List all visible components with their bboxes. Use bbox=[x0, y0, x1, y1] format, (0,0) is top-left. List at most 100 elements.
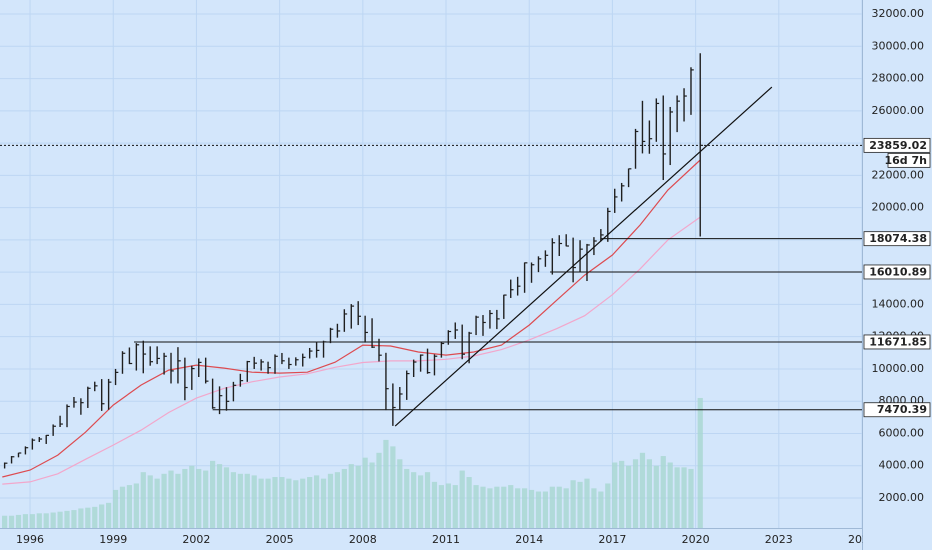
y-tick-label: 22000.00 bbox=[872, 168, 925, 181]
volume-bar bbox=[697, 397, 703, 528]
level-label-box bbox=[863, 137, 931, 153]
volume-bar bbox=[452, 485, 458, 528]
volume-bar bbox=[563, 488, 569, 528]
volume-bar bbox=[64, 510, 70, 528]
volume-bar bbox=[258, 478, 264, 528]
y-tick-label: 20000.00 bbox=[872, 201, 925, 214]
volume-bar bbox=[355, 465, 361, 528]
volume-bar bbox=[133, 483, 139, 528]
volume-bar bbox=[369, 462, 375, 528]
volume-bar bbox=[244, 473, 250, 528]
level-label: 7470.39 bbox=[877, 403, 927, 416]
volume-bar bbox=[639, 452, 646, 528]
volume-bar bbox=[646, 459, 652, 528]
volume-bar bbox=[327, 473, 334, 528]
volume-bar bbox=[625, 465, 632, 528]
volume-bar bbox=[674, 467, 680, 528]
volume-bar bbox=[196, 468, 202, 528]
volume-bar bbox=[286, 478, 292, 528]
volume-bar bbox=[605, 483, 611, 528]
volume-bar bbox=[515, 488, 521, 528]
volume-bar bbox=[168, 470, 174, 528]
volume-bar bbox=[189, 465, 195, 528]
volume-bar bbox=[203, 470, 209, 528]
volume-bar bbox=[22, 514, 29, 528]
time-axis bbox=[0, 528, 862, 550]
volume-bar bbox=[501, 486, 507, 528]
volume-bar bbox=[251, 475, 257, 528]
volume-bar bbox=[459, 470, 465, 528]
volume-bar bbox=[480, 486, 486, 528]
volume-bar bbox=[237, 473, 243, 528]
x-tick-label: 2005 bbox=[266, 533, 294, 546]
y-tick-label: 2000.00 bbox=[879, 491, 925, 504]
volume-bar bbox=[314, 475, 320, 528]
level-label: 11671.85 bbox=[869, 335, 927, 348]
moving-average bbox=[2, 216, 701, 485]
countdown: 16d 7h bbox=[885, 154, 928, 167]
volume-bar bbox=[612, 462, 618, 528]
volume-bar bbox=[494, 486, 500, 528]
volume-bar bbox=[154, 478, 160, 528]
volume-bar bbox=[334, 472, 341, 528]
volume-bar bbox=[681, 467, 687, 528]
y-tick-label: 30000.00 bbox=[872, 39, 925, 52]
moving-average bbox=[2, 159, 701, 478]
volume-bar bbox=[591, 488, 597, 528]
volume-bar bbox=[106, 502, 112, 528]
volume-bar bbox=[341, 468, 347, 528]
volume-bar bbox=[418, 475, 424, 528]
volume-bar bbox=[71, 510, 77, 528]
volume-bar bbox=[216, 464, 223, 528]
level-label-box bbox=[863, 231, 931, 247]
volume-bar bbox=[466, 477, 472, 528]
volume-bar bbox=[2, 515, 8, 528]
y-tick-label: 26000.00 bbox=[872, 104, 925, 117]
volume-bar bbox=[688, 468, 694, 528]
countdown-box bbox=[887, 152, 931, 168]
volume-bar bbox=[272, 477, 278, 528]
volume-bar bbox=[307, 477, 313, 528]
volume-bar bbox=[119, 486, 126, 528]
volume-bar bbox=[667, 462, 673, 528]
volume-bar bbox=[438, 485, 444, 528]
volume-bar bbox=[632, 459, 639, 528]
y-tick-label: 6000.00 bbox=[879, 426, 925, 439]
volume-bar bbox=[182, 468, 188, 528]
volume-bar bbox=[390, 446, 396, 528]
volume-bar bbox=[147, 475, 153, 528]
volume-bar bbox=[300, 478, 306, 528]
volume-bar bbox=[140, 472, 146, 528]
volume-bar bbox=[29, 514, 35, 528]
volume-bar bbox=[50, 512, 56, 528]
x-tick-label: 2023 bbox=[765, 533, 793, 546]
volume-bar bbox=[445, 483, 451, 528]
volume-bar bbox=[376, 452, 382, 528]
x-tick-label: 2020 bbox=[682, 533, 710, 546]
volume-bar bbox=[265, 478, 271, 528]
y-tick-label: 4000.00 bbox=[879, 459, 925, 472]
volume-bar bbox=[660, 456, 666, 528]
level-label-box bbox=[863, 264, 931, 280]
volume-bar bbox=[57, 511, 63, 528]
price-axis-cover bbox=[863, 529, 932, 550]
level-label-box bbox=[863, 334, 931, 350]
y-tick-label: 28000.00 bbox=[872, 72, 925, 85]
volume-bar bbox=[78, 508, 84, 528]
volume-bar bbox=[348, 464, 354, 528]
volume-bar bbox=[85, 507, 91, 528]
volume-bar bbox=[210, 460, 216, 528]
volume-bar bbox=[424, 472, 431, 528]
x-tick-label: 2011 bbox=[432, 533, 460, 546]
volume-bar bbox=[99, 504, 105, 528]
volume-bar bbox=[15, 514, 22, 528]
level-label-box bbox=[863, 402, 931, 418]
volume-bar bbox=[598, 491, 604, 528]
y-tick-label: 10000.00 bbox=[872, 362, 925, 375]
volume-bar bbox=[279, 477, 285, 528]
volume-bar bbox=[577, 481, 583, 528]
volume-bar bbox=[320, 478, 327, 528]
